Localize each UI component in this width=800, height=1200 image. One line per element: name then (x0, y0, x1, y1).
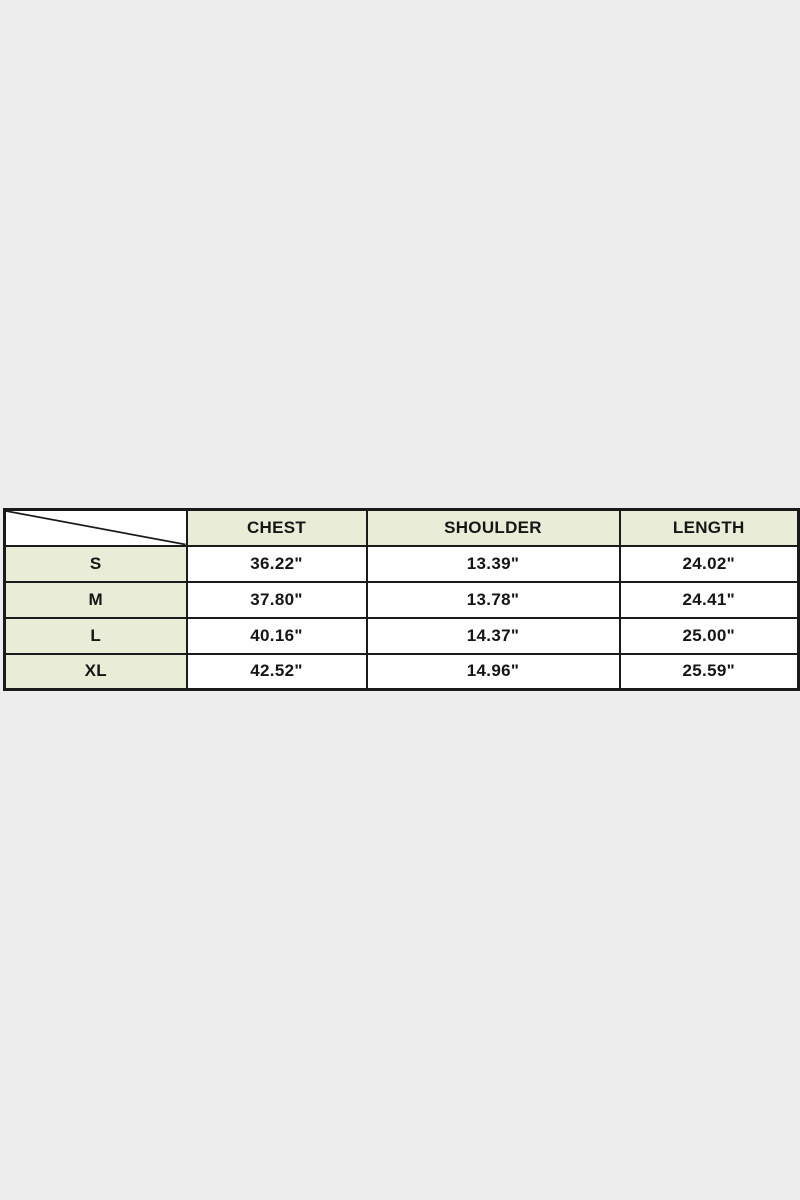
length-value-l: 25.00" (618, 616, 800, 655)
column-header-chest: CHEST (185, 508, 368, 547)
length-value-m: 24.41" (618, 580, 800, 619)
table-row-size-s: S 36.22" 13.39" 24.02" (3, 544, 800, 583)
length-value-xl: 25.59" (618, 652, 800, 691)
shoulder-value-s: 13.39" (365, 544, 621, 583)
size-label-m: M (3, 580, 188, 619)
size-label-l: L (3, 616, 188, 655)
header-row: CHEST SHOULDER LENGTH (3, 508, 800, 547)
chest-value-l: 40.16" (185, 616, 368, 655)
column-header-shoulder: SHOULDER (365, 508, 621, 547)
chest-value-xl: 42.52" (185, 652, 368, 691)
shoulder-value-xl: 14.96" (365, 652, 621, 691)
chest-value-s: 36.22" (185, 544, 368, 583)
table-row-size-l: L 40.16" 14.37" 25.00" (3, 616, 800, 655)
shoulder-value-l: 14.37" (365, 616, 621, 655)
length-value-s: 24.02" (618, 544, 800, 583)
size-chart-table: CHEST SHOULDER LENGTH S 36.22" 13.39" 24… (3, 508, 800, 691)
chest-value-m: 37.80" (185, 580, 368, 619)
table-row-size-xl: XL 42.52" 14.96" 25.59" (3, 652, 800, 691)
size-label-xl: XL (3, 652, 188, 691)
shoulder-value-m: 13.78" (365, 580, 621, 619)
column-header-length: LENGTH (618, 508, 800, 547)
table-row-size-m: M 37.80" 13.78" 24.41" (3, 580, 800, 619)
size-label-s: S (3, 544, 188, 583)
diagonal-line-icon (6, 511, 186, 545)
corner-diagonal-cell (3, 508, 188, 547)
